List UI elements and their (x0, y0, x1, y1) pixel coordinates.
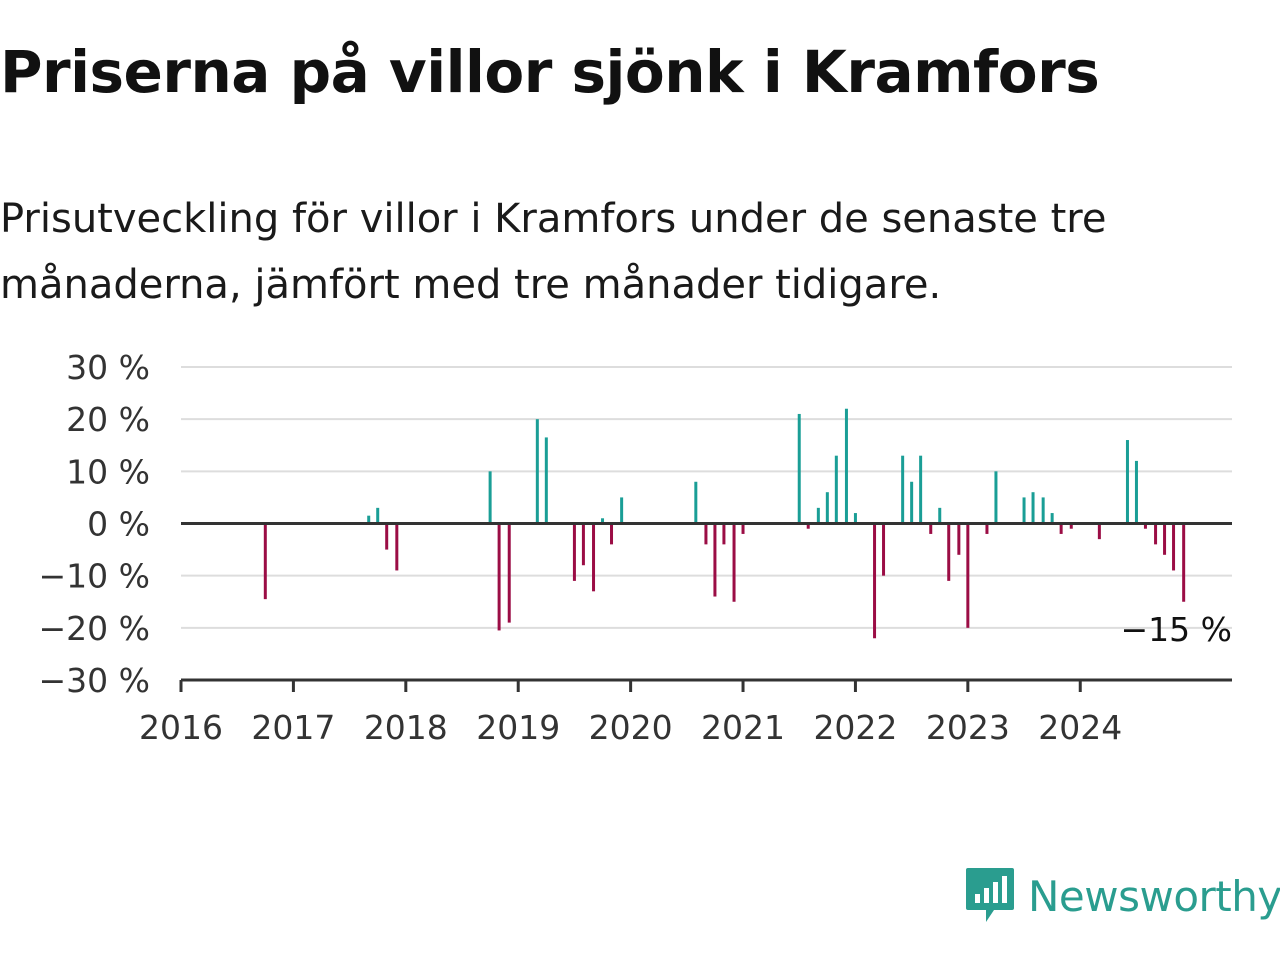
bar (732, 523, 736, 602)
bar (853, 513, 857, 524)
bar (741, 523, 745, 534)
bar (1172, 523, 1176, 571)
bar (620, 497, 624, 524)
x-tick-label: 2016 (139, 708, 223, 747)
bar (263, 523, 267, 600)
latest-value-label: −15 % (1121, 610, 1233, 649)
bar (367, 515, 371, 524)
bar (873, 523, 877, 639)
bar (1059, 523, 1063, 534)
bar (806, 523, 810, 529)
bar (610, 523, 614, 545)
x-tick-label: 2021 (701, 708, 785, 747)
bar (797, 413, 801, 524)
chart-title: Priserna på villor sjönk i Kramfors (0, 38, 1100, 106)
x-tick-label: 2018 (364, 708, 448, 747)
bar (957, 523, 961, 555)
x-tick-label: 2019 (476, 708, 560, 747)
bar (376, 507, 380, 524)
bar (929, 523, 933, 534)
y-tick-label: 30 % (66, 348, 150, 387)
x-tick-label: 2022 (813, 708, 897, 747)
bar (1022, 497, 1026, 524)
bar (507, 523, 511, 623)
newsworthy-logo-icon (966, 868, 1014, 922)
bar (1031, 492, 1035, 524)
x-tick-label: 2023 (926, 708, 1010, 747)
x-tick-label: 2017 (251, 708, 335, 747)
y-tick-label: −20 % (39, 609, 151, 648)
bar (844, 408, 848, 524)
chart-subtitle: Prisutveckling för villor i Kramfors und… (0, 196, 1107, 308)
bar (825, 492, 829, 524)
bar (385, 523, 389, 550)
axes (179, 522, 1232, 692)
bar (938, 507, 942, 524)
bar (722, 523, 726, 545)
bar (1125, 440, 1129, 524)
bar (1143, 523, 1147, 529)
bar (395, 523, 399, 571)
y-tick-label: 10 % (66, 452, 150, 491)
bar (497, 523, 501, 631)
bar (901, 455, 905, 524)
bar (1069, 523, 1073, 529)
bar (816, 507, 820, 524)
bar (1097, 523, 1101, 540)
x-tick-label: 2020 (589, 708, 673, 747)
bar (601, 518, 605, 524)
y-tick-label: −30 % (39, 661, 151, 700)
bar (535, 419, 539, 524)
bar (882, 523, 886, 576)
bar (1154, 523, 1158, 545)
bar (1163, 523, 1167, 555)
bar (1182, 523, 1186, 602)
bars (263, 408, 1186, 639)
bar (713, 523, 717, 597)
y-tick-label: 0 % (87, 505, 150, 544)
x-axis-tick-labels: 2016 2017 2018 2019 2020 2021 2022 2023 2024 (139, 708, 1122, 747)
bar (694, 481, 698, 524)
bar (488, 471, 492, 524)
bar (919, 455, 923, 524)
x-tick-label: 2024 (1038, 708, 1122, 747)
bar (572, 523, 576, 581)
bar (947, 523, 951, 581)
bar (994, 471, 998, 524)
bar (1134, 460, 1138, 524)
bar (592, 523, 596, 592)
y-axis-tick-labels: 30 % 20 % 10 % 0 % −10 % −20 % −30 % (39, 348, 151, 700)
y-tick-label: 20 % (66, 400, 150, 439)
bar (985, 523, 989, 534)
bar (910, 481, 914, 524)
bar (966, 523, 970, 628)
bar (581, 523, 585, 566)
bar-chart: 30 %20 %10 %0 %−10 %−20 %−30 % 2016 2017 2… (39, 348, 1233, 747)
bar (704, 523, 708, 545)
bar (834, 455, 838, 524)
bar (1050, 513, 1054, 524)
grid-lines (181, 366, 1232, 629)
brand-name: Newsworthy (1028, 871, 1280, 921)
bar (1041, 497, 1045, 524)
newsworthy-logo: Newsworthy (964, 864, 1280, 928)
y-tick-label: −10 % (39, 557, 151, 596)
bar (544, 437, 548, 524)
